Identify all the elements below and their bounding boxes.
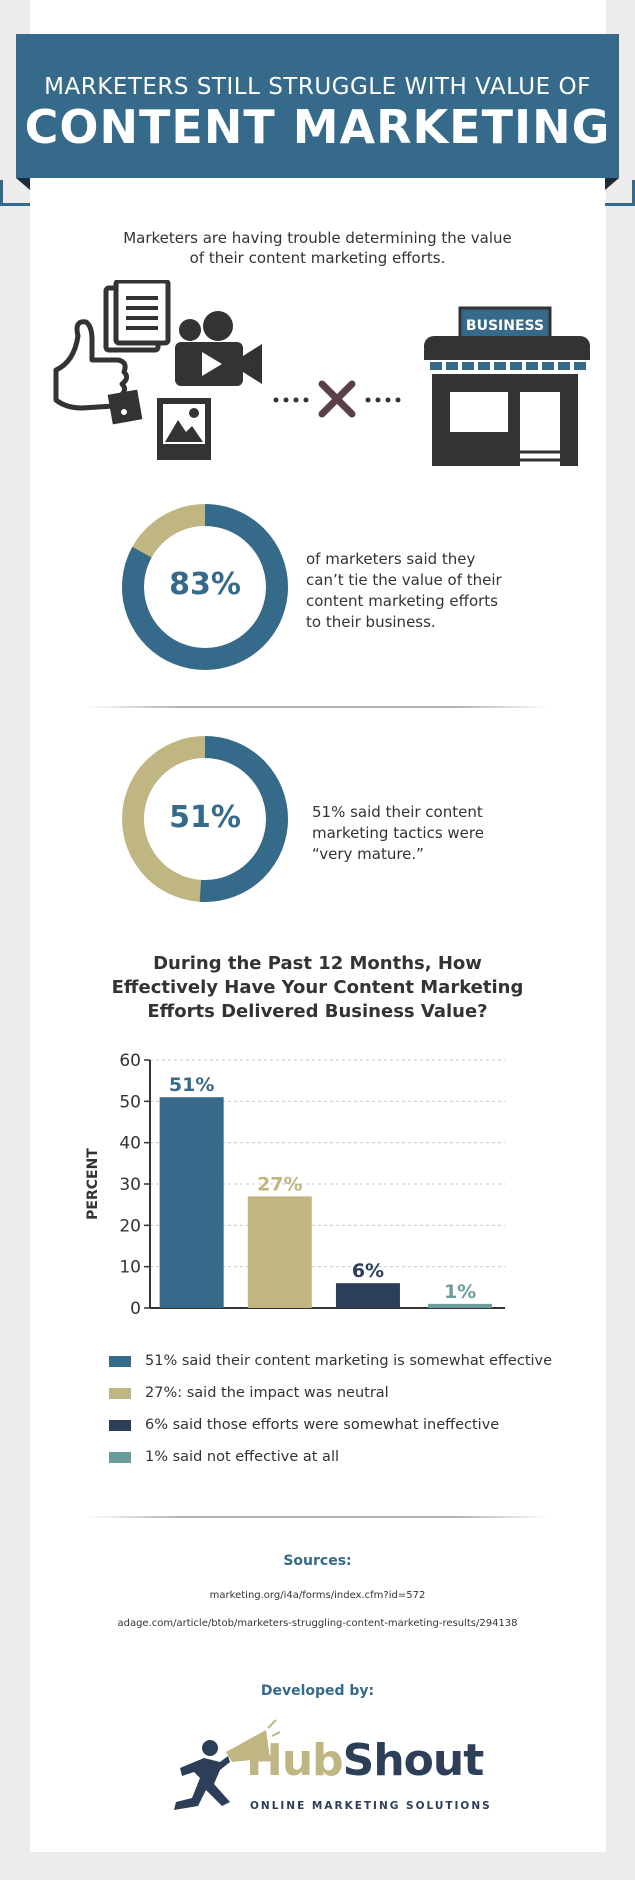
stat1-line: can’t tie the value of their bbox=[306, 571, 502, 589]
stat2-line: “very mature.” bbox=[312, 845, 424, 863]
section-divider bbox=[86, 706, 551, 708]
bar-chart: 0 10 20 30 40 50 60 PERCENT 51% 27% 6% 1% bbox=[85, 1051, 505, 1319]
legend-swatch bbox=[109, 1388, 131, 1399]
document-icon bbox=[103, 280, 171, 353]
y-tick-label: 60 bbox=[119, 1051, 141, 1071]
legend-label: 27%: said the impact was neutral bbox=[145, 1385, 389, 1401]
banner-bracket-right bbox=[605, 180, 635, 206]
stat1-percent: 83% bbox=[169, 567, 241, 602]
chart-title-line: Efforts Delivered Business Value? bbox=[147, 1001, 488, 1022]
stat2-percent: 51% bbox=[169, 800, 241, 835]
bar-value-label: 51% bbox=[169, 1074, 214, 1096]
y-tick-label: 0 bbox=[130, 1299, 141, 1319]
dotted-connector-left bbox=[273, 397, 309, 403]
title-banner: MARKETERS STILL STRUGGLE WITH VALUE OF C… bbox=[16, 34, 619, 178]
logo-shout: Shout bbox=[342, 1735, 485, 1786]
hubshout-mascot-icon bbox=[174, 1719, 280, 1810]
stat1-line: to their business. bbox=[306, 613, 436, 631]
intro-text: Marketers are having trouble determining… bbox=[0, 228, 635, 268]
sources-heading: Sources: bbox=[283, 1553, 352, 1569]
stat2-line: 51% said their content bbox=[312, 803, 483, 821]
banner-bracket-left bbox=[0, 180, 30, 206]
stat1-donut-arc bbox=[122, 504, 288, 670]
stat2-donut-arc bbox=[122, 736, 288, 902]
bar bbox=[159, 1097, 224, 1308]
title-line-1: MARKETERS STILL STRUGGLE WITH VALUE OF bbox=[44, 74, 591, 100]
chart-title-line: Effectively Have Your Content Marketing bbox=[111, 977, 524, 998]
banner-fold-right bbox=[605, 178, 619, 190]
video-camera-icon bbox=[175, 311, 262, 386]
chart-title-line: During the Past 12 Months, How bbox=[153, 953, 482, 974]
developed-by-heading: Developed by: bbox=[260, 1683, 375, 1699]
y-tick-label: 20 bbox=[119, 1216, 141, 1236]
section-divider bbox=[86, 1516, 551, 1518]
intro-line-2: of their content marketing efforts. bbox=[189, 249, 446, 267]
source-link[interactable]: marketing.org/i4a/forms/index.cfm?id=572 bbox=[209, 1590, 426, 1601]
stat1-line: content marketing efforts bbox=[306, 592, 498, 610]
intro-line-1: Marketers are having trouble determining… bbox=[123, 229, 512, 247]
logo-tagline: ONLINE MARKETING SOLUTIONS bbox=[250, 1800, 492, 1812]
thumbs-up-icon bbox=[53, 319, 143, 425]
title-line-2: CONTENT MARKETING bbox=[24, 100, 611, 154]
legend-swatch bbox=[109, 1452, 131, 1463]
stat1-donut bbox=[122, 504, 288, 670]
chart-title: During the Past 12 Months, How Effective… bbox=[0, 952, 635, 1024]
cross-icon bbox=[318, 380, 356, 418]
bar-value-label: 6% bbox=[352, 1260, 384, 1282]
bar bbox=[428, 1303, 493, 1308]
store-sign-label: BUSINESS bbox=[465, 318, 545, 334]
logo-hub: Hub bbox=[246, 1735, 344, 1786]
infographic-page bbox=[30, 0, 606, 1852]
content-vs-business-illustration bbox=[53, 280, 590, 466]
legend-swatch bbox=[109, 1356, 131, 1367]
stat2-line: marketing tactics were bbox=[312, 824, 484, 842]
y-tick-label: 40 bbox=[119, 1134, 141, 1154]
legend-label: 1% said not effective at all bbox=[145, 1449, 340, 1465]
storefront-icon bbox=[424, 306, 590, 466]
dotted-connector-right bbox=[365, 397, 401, 403]
bar bbox=[247, 1196, 312, 1308]
stat1-text: of marketers said they can’t tie the val… bbox=[306, 549, 502, 633]
stat2-donut bbox=[122, 736, 288, 902]
banner-fold-left bbox=[16, 178, 30, 190]
y-axis-label: PERCENT bbox=[85, 1148, 101, 1220]
y-tick-label: 10 bbox=[119, 1258, 141, 1278]
bar-value-label: 27% bbox=[257, 1173, 302, 1195]
bar-value-label: 1% bbox=[444, 1281, 476, 1303]
y-tick-label: 50 bbox=[119, 1092, 141, 1112]
image-icon bbox=[157, 398, 211, 460]
stat2-text: 51% said their content marketing tactics… bbox=[312, 802, 484, 865]
legend-label: 6% said those efforts were somewhat inef… bbox=[145, 1417, 500, 1433]
y-tick-label: 30 bbox=[119, 1175, 141, 1195]
logo-wordmark: HubShout bbox=[246, 1735, 485, 1786]
bar bbox=[335, 1283, 400, 1308]
source-link[interactable]: adage.com/article/btob/marketers-struggl… bbox=[117, 1618, 518, 1629]
legend-swatch bbox=[109, 1420, 131, 1431]
legend-label: 51% said their content marketing is some… bbox=[145, 1353, 553, 1369]
stat1-line: of marketers said they bbox=[306, 550, 476, 568]
